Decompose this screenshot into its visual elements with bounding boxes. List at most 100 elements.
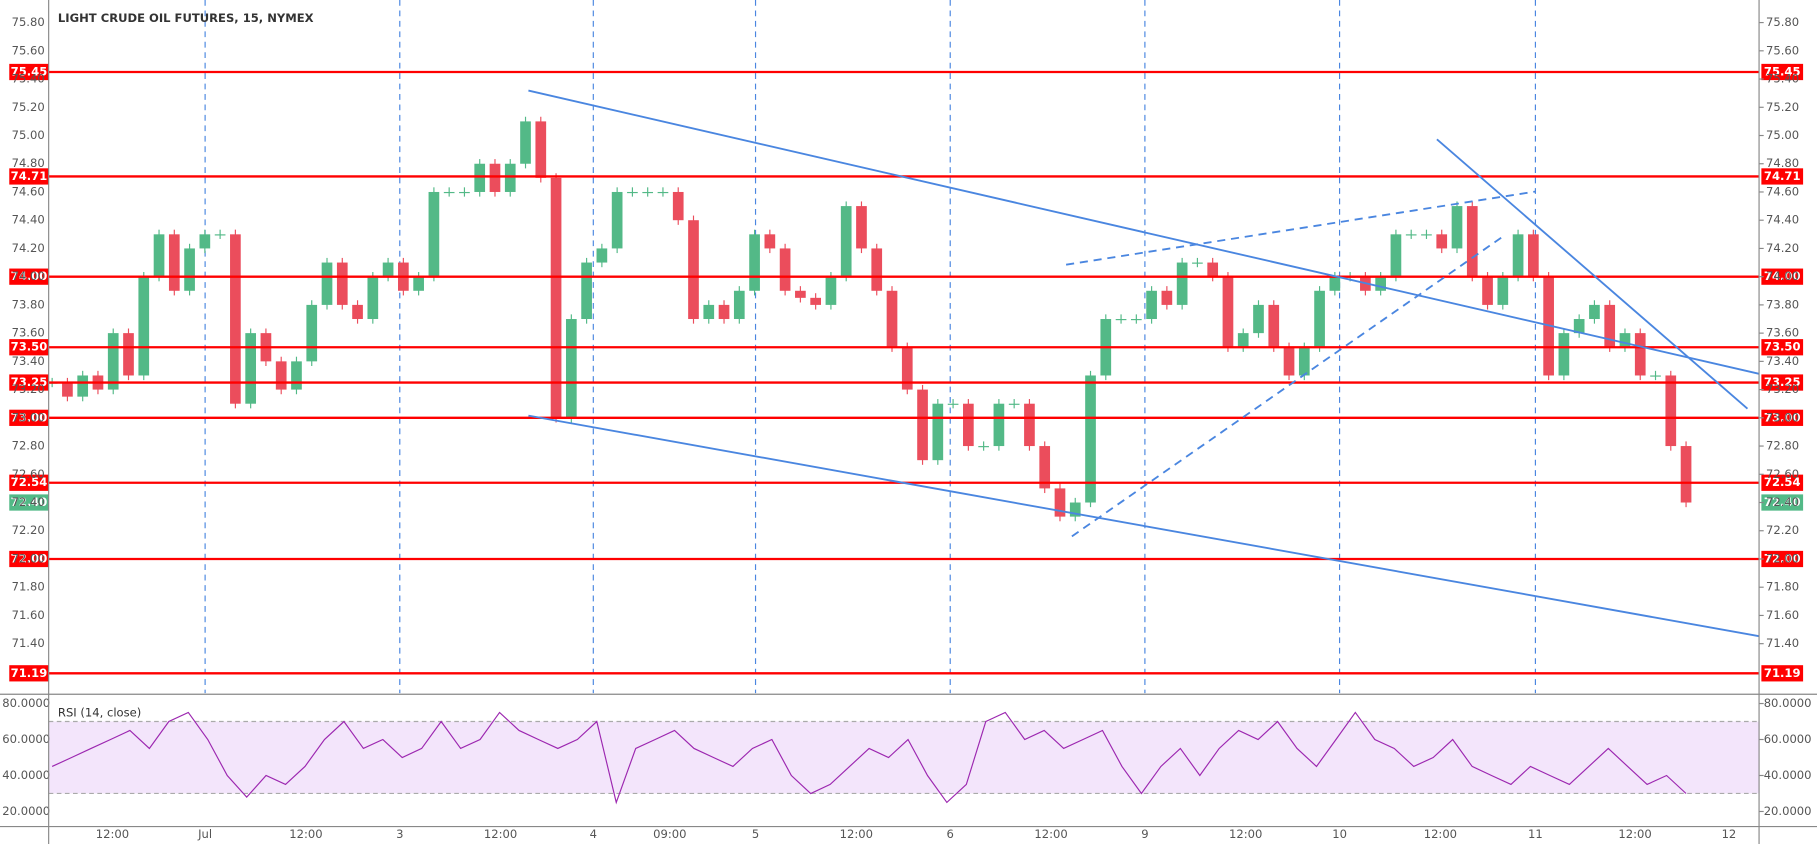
candle	[489, 163, 501, 192]
candle	[474, 163, 486, 192]
candle	[1650, 375, 1661, 377]
candle	[1558, 333, 1570, 376]
y-tick-label: 74.20	[12, 241, 45, 255]
rsi-tick-label: 20.0000	[2, 804, 50, 818]
rsi-tick-label: 40.0000	[2, 768, 50, 782]
candle	[382, 262, 394, 277]
level-label: 71.19	[1764, 666, 1801, 680]
candle	[917, 389, 928, 461]
candle	[336, 262, 348, 305]
y-tick-label: 75.60	[12, 43, 45, 57]
y-tick-label: 72.80	[12, 439, 45, 453]
y-tick-label: 73.80	[12, 297, 45, 311]
candle	[1405, 234, 1417, 236]
rsi-tick-label: 60.0000	[2, 732, 50, 746]
y-tick-label: 72.00	[12, 551, 45, 565]
candle	[1482, 276, 1493, 305]
candle	[825, 276, 837, 305]
candle	[230, 234, 241, 404]
candle	[138, 276, 150, 376]
y-tick-label: 71.60	[1766, 608, 1799, 622]
level-tag	[1761, 550, 1804, 568]
candle	[642, 191, 654, 194]
level-tag	[1761, 63, 1804, 81]
y-tick-label: 74.60	[1766, 184, 1799, 198]
x-tick-label: 11	[1528, 827, 1543, 841]
x-tick-label: 3	[396, 827, 403, 841]
level-label: 75.45	[1764, 64, 1801, 78]
level-label: 74.00	[1764, 269, 1801, 283]
candle	[932, 403, 944, 461]
candle	[1329, 276, 1341, 291]
level-tag	[9, 550, 49, 568]
y-tick-label: 71.40	[1766, 636, 1799, 650]
candle	[1024, 403, 1035, 447]
level-label: 74.71	[1764, 169, 1801, 183]
candle	[352, 304, 363, 320]
candle	[184, 248, 195, 291]
candle	[1466, 206, 1478, 277]
candle	[1528, 234, 1539, 277]
candle	[321, 262, 333, 305]
y-tick-label: 75.00	[12, 128, 45, 142]
y-tick-label: 72.20	[1766, 523, 1799, 537]
y-tick-label: 73.60	[12, 326, 45, 340]
y-tick-label: 72.40	[1766, 495, 1799, 509]
x-tick-label: 12:00	[289, 827, 322, 841]
candle	[1680, 446, 1692, 503]
level-tag	[9, 268, 49, 285]
level-tag	[9, 339, 49, 356]
y-tick-label: 72.20	[12, 523, 45, 537]
trendline	[528, 414, 1760, 638]
x-tick-label: 10	[1332, 827, 1347, 841]
candle	[1192, 262, 1203, 264]
y-tick-label: 73.40	[1766, 354, 1799, 368]
price-label: 72.40	[1764, 495, 1801, 509]
level-label: 72.00	[1764, 551, 1801, 565]
level-label: 73.00	[1764, 410, 1801, 424]
x-tick-label: 6	[947, 827, 954, 841]
candle	[764, 234, 776, 249]
candle	[1008, 403, 1020, 405]
candle	[1497, 276, 1509, 305]
candle	[107, 333, 119, 390]
level-label: 75.45	[11, 64, 48, 78]
level-tag	[1761, 339, 1804, 356]
candle	[367, 276, 379, 320]
candle	[1421, 234, 1432, 236]
y-tick-label: 72.00	[1766, 551, 1799, 565]
x-tick-label: 12:00	[1424, 827, 1457, 841]
candle	[1634, 333, 1646, 376]
candle	[1146, 290, 1157, 320]
y-tick-label: 75.00	[1766, 128, 1799, 142]
y-tick-label: 71.40	[12, 636, 45, 650]
candle	[168, 234, 180, 291]
candle	[1054, 488, 1066, 517]
y-tick-label: 74.40	[1766, 213, 1799, 227]
rsi-tick-label: 80.0000	[1764, 696, 1812, 710]
candle	[443, 191, 455, 194]
candle	[535, 121, 547, 178]
y-tick-label: 71.80	[1766, 580, 1799, 594]
x-tick-label: Jul	[197, 827, 212, 841]
level-label: 73.50	[1764, 340, 1801, 354]
level-label: 72.54	[11, 475, 48, 489]
candle	[413, 276, 424, 291]
rsi-tick-label: 40.0000	[1764, 768, 1812, 782]
candle	[795, 290, 806, 298]
candle	[733, 290, 745, 320]
levels: 75.45 75.45 74.71 74.71 74.00 74.00 73.50 73.50…	[9, 63, 1804, 682]
trendline	[1065, 190, 1536, 266]
level-label: 71.19	[11, 666, 48, 680]
candle	[1268, 304, 1280, 348]
level-tag	[1761, 665, 1804, 682]
x-tick-label: 09:00	[653, 827, 686, 841]
level-label: 73.50	[11, 340, 48, 354]
candle	[199, 234, 211, 249]
candle	[1222, 276, 1234, 348]
x-tick-label: 12:00	[484, 827, 517, 841]
candle	[978, 446, 989, 448]
candle	[1176, 262, 1188, 305]
